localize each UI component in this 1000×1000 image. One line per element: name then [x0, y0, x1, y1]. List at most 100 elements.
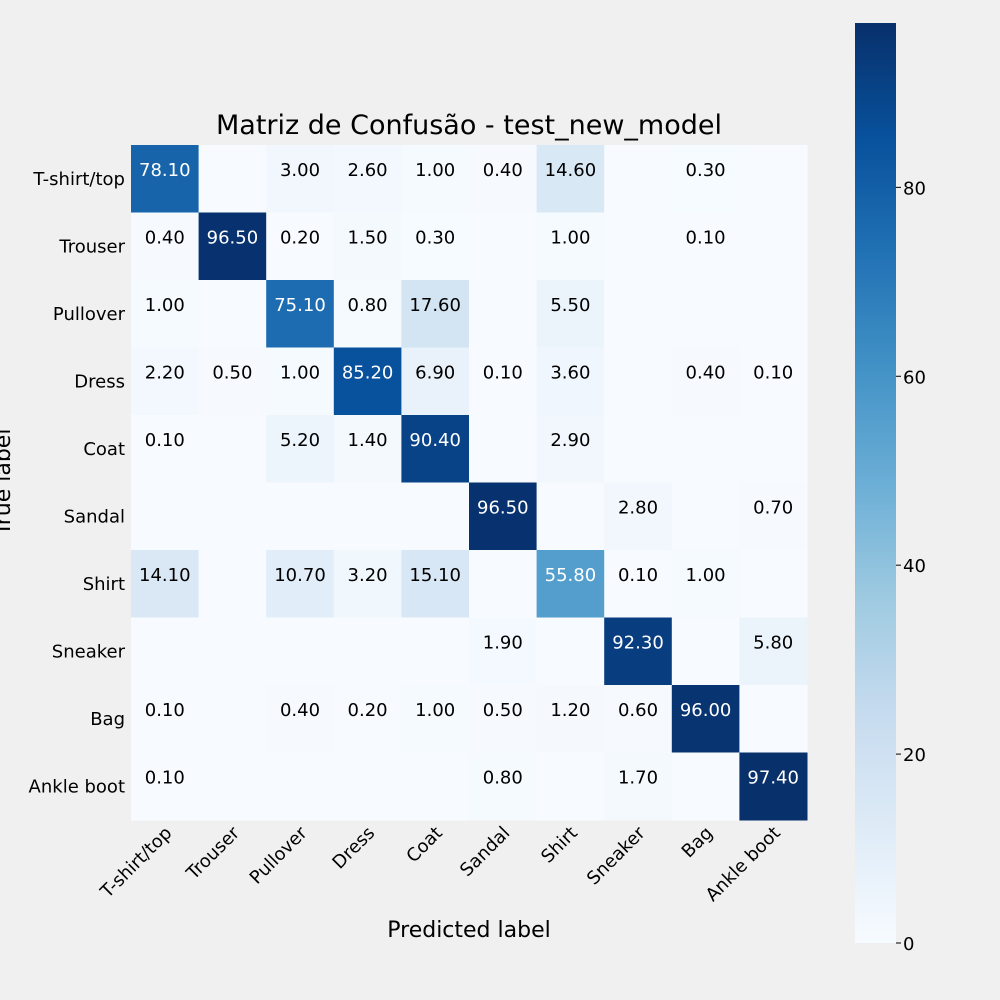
- cell-value-label: 96.50: [477, 498, 529, 519]
- matrix-cell: [671, 752, 740, 821]
- matrix-cell: [739, 482, 808, 551]
- matrix-cell: [469, 550, 538, 618]
- matrix-cell: [469, 280, 538, 348]
- cell-value-label: 17.60: [409, 295, 461, 316]
- matrix-cell: [333, 415, 402, 483]
- cell-value-label: 85.20: [342, 363, 394, 384]
- cell-value-label: 0.20: [348, 700, 388, 721]
- cell-value-label: 92.30: [612, 633, 664, 654]
- matrix-cell: [604, 482, 673, 551]
- matrix-cell: [198, 550, 267, 618]
- matrix-cell: [401, 280, 470, 348]
- cell-value-label: 6.90: [415, 363, 455, 384]
- matrix-cell: [401, 212, 470, 281]
- matrix-cell: [739, 685, 808, 753]
- y-tick-label: Sneaker: [52, 641, 126, 662]
- matrix-cell: [536, 145, 605, 213]
- x-tick-label: Shirt: [537, 823, 582, 868]
- matrix-cell: [469, 752, 538, 821]
- cell-value-label: 78.10: [139, 160, 191, 181]
- x-tick-labels: T-shirt/top Trouser Pullover Dress Coat Sanda…: [96, 822, 785, 905]
- x-tick-label: Pullover: [246, 822, 312, 888]
- x-tick-label: T-shirt/top: [96, 823, 176, 903]
- cell-value-label: 0.40: [686, 363, 726, 384]
- x-tick-label: Dress: [328, 823, 379, 874]
- cell-value-label: 0.70: [753, 498, 793, 519]
- colorbar-tick-label: 20: [903, 745, 926, 766]
- matrix-cell-labels: 78.10 3.00 2.60 1.00 0.40 14.60 0.30 0.40 96.50 0…: [139, 160, 799, 789]
- matrix-cell: [536, 685, 605, 753]
- matrix-cell: [469, 347, 538, 416]
- matrix-cell: [333, 685, 402, 753]
- matrix-cell: [401, 752, 470, 821]
- y-axis-label: True label: [0, 429, 16, 537]
- cell-value-label: 0.40: [280, 700, 320, 721]
- matrix-cell: [401, 415, 470, 483]
- matrix-cell: [333, 550, 402, 618]
- cell-value-label: 75.10: [274, 295, 326, 316]
- colorbar-tick-labels: 0 20 40 60 80: [896, 178, 926, 955]
- cell-value-label: 97.40: [747, 768, 799, 789]
- matrix-cell: [536, 415, 605, 483]
- matrix-cell: [739, 550, 808, 618]
- cell-value-label: 2.20: [145, 363, 185, 384]
- matrix-cell: [469, 212, 538, 281]
- cell-value-label: 14.10: [139, 565, 191, 586]
- x-axis-label: Predicted label: [387, 918, 550, 943]
- matrix-cell: [266, 550, 335, 618]
- x-tick-label: Coat: [402, 823, 446, 867]
- colorbar-tick-label: 60: [903, 367, 926, 388]
- matrix-cell: [604, 752, 673, 821]
- matrix-cell: [469, 415, 538, 483]
- cell-value-label: 96.00: [680, 700, 732, 721]
- y-tick-label: Coat: [83, 439, 125, 460]
- matrix-cell: [401, 145, 470, 213]
- y-tick-label: Dress: [74, 371, 125, 392]
- cell-value-label: 3.00: [280, 160, 320, 181]
- cell-value-label: 1.20: [550, 700, 590, 721]
- matrix-cell: [739, 280, 808, 348]
- cell-value-label: 0.10: [618, 565, 658, 586]
- matrix-cell: [198, 685, 267, 753]
- y-tick-label: Pullover: [53, 304, 126, 325]
- matrix-cell: [469, 617, 538, 686]
- cell-value-label: 1.00: [280, 363, 320, 384]
- matrix-cell: [671, 145, 740, 213]
- cell-value-label: 1.00: [686, 565, 726, 586]
- matrix-cell: [671, 415, 740, 483]
- matrix-cells: [131, 145, 808, 821]
- cell-value-label: 3.20: [348, 565, 388, 586]
- cell-value-label: 55.80: [545, 565, 597, 586]
- matrix-cell: [469, 482, 538, 551]
- cell-value-label: 0.80: [348, 295, 388, 316]
- y-tick-label: T-shirt/top: [32, 169, 125, 190]
- matrix-cell: [671, 685, 740, 753]
- matrix-cell: [198, 617, 267, 686]
- matrix-cell: [604, 280, 673, 348]
- cell-value-label: 2.80: [618, 498, 658, 519]
- matrix-cell: [266, 212, 335, 281]
- matrix-cell: [333, 145, 402, 213]
- cell-value-label: 1.00: [550, 228, 590, 249]
- matrix-cell: [739, 752, 808, 821]
- matrix-cell: [739, 212, 808, 281]
- matrix-cell: [131, 685, 200, 753]
- cell-value-label: 0.10: [686, 228, 726, 249]
- matrix-cell: [536, 550, 605, 618]
- matrix-cell: [604, 617, 673, 686]
- matrix-cell: [536, 617, 605, 686]
- cell-value-label: 5.50: [550, 295, 590, 316]
- cell-value-label: 0.30: [686, 160, 726, 181]
- colorbar-tick-label: 0: [903, 934, 914, 955]
- matrix-cell: [266, 347, 335, 416]
- matrix-cell: [401, 347, 470, 416]
- y-tick-label: Ankle boot: [29, 776, 125, 797]
- matrix-cell: [536, 752, 605, 821]
- cell-value-label: 0.50: [212, 363, 252, 384]
- matrix-cell: [131, 482, 200, 551]
- cell-value-label: 1.00: [415, 700, 455, 721]
- x-tick-label: Bag: [678, 823, 717, 862]
- matrix-cell: [469, 145, 538, 213]
- matrix-cell: [671, 617, 740, 686]
- cell-value-label: 0.10: [145, 768, 185, 789]
